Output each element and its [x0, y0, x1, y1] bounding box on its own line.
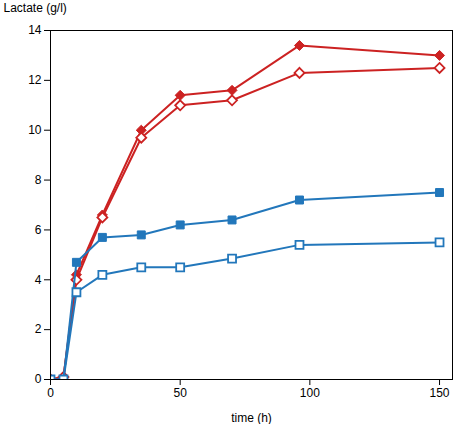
svg-text:12: 12: [28, 73, 42, 87]
svg-text:4: 4: [35, 273, 42, 287]
svg-text:50: 50: [173, 386, 187, 400]
svg-text:0: 0: [47, 386, 54, 400]
svg-text:150: 150: [430, 386, 450, 400]
svg-text:100: 100: [300, 386, 320, 400]
svg-text:2: 2: [35, 322, 42, 336]
svg-text:0: 0: [35, 372, 42, 386]
svg-text:8: 8: [35, 173, 42, 187]
svg-text:Lactate (g/l): Lactate (g/l): [4, 1, 67, 15]
svg-text:14: 14: [28, 23, 42, 37]
svg-text:6: 6: [35, 223, 42, 237]
svg-text:time (h): time (h): [231, 411, 272, 424]
svg-text:10: 10: [28, 123, 42, 137]
